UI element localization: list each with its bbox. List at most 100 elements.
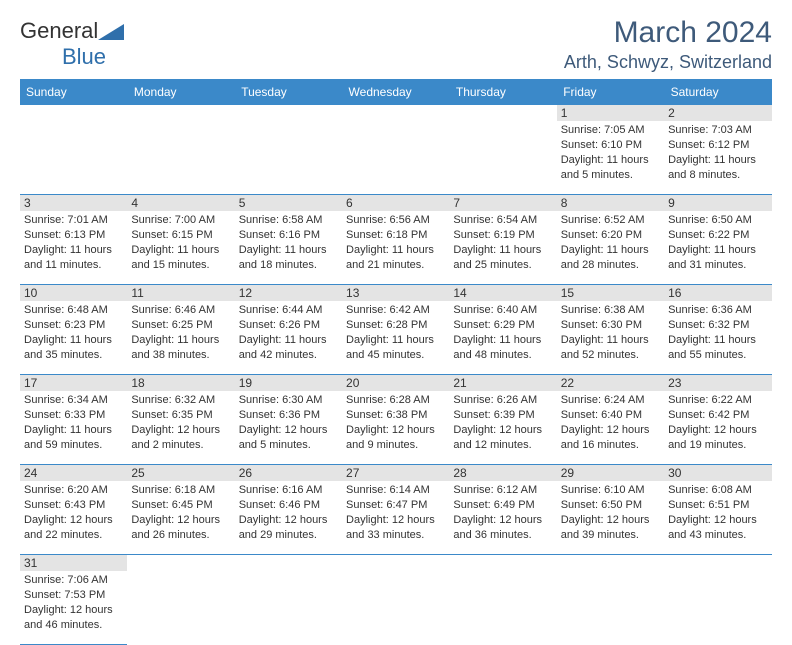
cell-ss: Sunset: 6:23 PM (24, 318, 123, 333)
day-number-row: 3456789 (20, 195, 772, 212)
cell-sr: Sunrise: 6:48 AM (24, 303, 123, 318)
cell-ss: Sunset: 6:36 PM (239, 408, 338, 423)
cell-ss: Sunset: 6:32 PM (668, 318, 767, 333)
day-cell (235, 571, 342, 645)
day-cell: Sunrise: 6:08 AMSunset: 6:51 PMDaylight:… (664, 481, 771, 555)
cell-dl1: Daylight: 11 hours (24, 423, 123, 438)
day-cell: Sunrise: 6:20 AMSunset: 6:43 PMDaylight:… (20, 481, 127, 555)
day-cell: Sunrise: 6:38 AMSunset: 6:30 PMDaylight:… (557, 301, 664, 375)
day-cell: Sunrise: 6:40 AMSunset: 6:29 PMDaylight:… (449, 301, 556, 375)
cell-dl1: Daylight: 12 hours (346, 513, 445, 528)
cell-ss: Sunset: 6:16 PM (239, 228, 338, 243)
cell-dl2: and 46 minutes. (24, 618, 123, 633)
cell-ss: Sunset: 6:38 PM (346, 408, 445, 423)
cell-sr: Sunrise: 7:00 AM (131, 213, 230, 228)
cell-ss: Sunset: 6:26 PM (239, 318, 338, 333)
cell-sr: Sunrise: 6:10 AM (561, 483, 660, 498)
cell-dl2: and 11 minutes. (24, 258, 123, 273)
cell-ss: Sunset: 6:40 PM (561, 408, 660, 423)
day-number-cell: 15 (557, 285, 664, 302)
day-number-cell: 12 (235, 285, 342, 302)
day-number-row: 12 (20, 105, 772, 121)
cell-sr: Sunrise: 6:42 AM (346, 303, 445, 318)
cell-dl1: Daylight: 11 hours (346, 333, 445, 348)
cell-sr: Sunrise: 6:50 AM (668, 213, 767, 228)
day-cell: Sunrise: 6:42 AMSunset: 6:28 PMDaylight:… (342, 301, 449, 375)
day-cell: Sunrise: 6:18 AMSunset: 6:45 PMDaylight:… (127, 481, 234, 555)
cell-ss: Sunset: 6:39 PM (453, 408, 552, 423)
day-cell: Sunrise: 7:06 AMSunset: 7:53 PMDaylight:… (20, 571, 127, 645)
day-cell (664, 571, 771, 645)
cell-dl1: Daylight: 12 hours (453, 423, 552, 438)
day-cell (127, 571, 234, 645)
cell-dl1: Daylight: 12 hours (561, 423, 660, 438)
logo-text: General Blue (20, 18, 124, 70)
cell-dl2: and 52 minutes. (561, 348, 660, 363)
cell-sr: Sunrise: 7:03 AM (668, 123, 767, 138)
day-number-cell: 3 (20, 195, 127, 212)
day-cell (449, 571, 556, 645)
day-header: Sunday (20, 79, 127, 105)
cell-sr: Sunrise: 6:12 AM (453, 483, 552, 498)
cell-ss: Sunset: 6:33 PM (24, 408, 123, 423)
logo-text-1: General (20, 18, 98, 43)
day-cell (449, 121, 556, 195)
cell-dl2: and 55 minutes. (668, 348, 767, 363)
cell-dl1: Daylight: 11 hours (561, 333, 660, 348)
cell-sr: Sunrise: 6:52 AM (561, 213, 660, 228)
cell-dl1: Daylight: 12 hours (239, 513, 338, 528)
cell-dl2: and 2 minutes. (131, 438, 230, 453)
cell-sr: Sunrise: 6:54 AM (453, 213, 552, 228)
cell-dl2: and 5 minutes. (561, 168, 660, 183)
day-number-cell (20, 105, 127, 121)
cell-dl1: Daylight: 11 hours (668, 243, 767, 258)
day-cell: Sunrise: 6:48 AMSunset: 6:23 PMDaylight:… (20, 301, 127, 375)
day-number-cell: 7 (449, 195, 556, 212)
day-number-cell: 16 (664, 285, 771, 302)
cell-dl1: Daylight: 11 hours (453, 333, 552, 348)
day-number-cell (235, 555, 342, 572)
cell-ss: Sunset: 7:53 PM (24, 588, 123, 603)
header: General Blue March 2024 Arth, Schwyz, Sw… (20, 18, 772, 73)
cell-ss: Sunset: 6:25 PM (131, 318, 230, 333)
day-number-cell (557, 555, 664, 572)
day-cell: Sunrise: 6:32 AMSunset: 6:35 PMDaylight:… (127, 391, 234, 465)
cell-dl1: Daylight: 12 hours (561, 513, 660, 528)
cell-ss: Sunset: 6:51 PM (668, 498, 767, 513)
cell-dl1: Daylight: 12 hours (131, 423, 230, 438)
cell-dl2: and 5 minutes. (239, 438, 338, 453)
cell-dl1: Daylight: 11 hours (561, 153, 660, 168)
day-cell: Sunrise: 6:12 AMSunset: 6:49 PMDaylight:… (449, 481, 556, 555)
cell-sr: Sunrise: 6:36 AM (668, 303, 767, 318)
day-number-cell (449, 105, 556, 121)
cell-dl2: and 45 minutes. (346, 348, 445, 363)
day-cell: Sunrise: 6:56 AMSunset: 6:18 PMDaylight:… (342, 211, 449, 285)
day-number-cell (342, 105, 449, 121)
day-header: Thursday (449, 79, 556, 105)
day-number-cell: 1 (557, 105, 664, 121)
cell-ss: Sunset: 6:10 PM (561, 138, 660, 153)
day-cell: Sunrise: 6:26 AMSunset: 6:39 PMDaylight:… (449, 391, 556, 465)
day-number-cell: 26 (235, 465, 342, 482)
logo: General Blue (20, 18, 124, 70)
title-block: March 2024 Arth, Schwyz, Switzerland (564, 18, 772, 73)
cell-dl1: Daylight: 11 hours (24, 243, 123, 258)
day-number-row: 24252627282930 (20, 465, 772, 482)
cell-ss: Sunset: 6:46 PM (239, 498, 338, 513)
cell-sr: Sunrise: 6:56 AM (346, 213, 445, 228)
calendar-table: Sunday Monday Tuesday Wednesday Thursday… (20, 79, 772, 645)
cell-dl2: and 9 minutes. (346, 438, 445, 453)
week-row: Sunrise: 7:06 AMSunset: 7:53 PMDaylight:… (20, 571, 772, 645)
cell-ss: Sunset: 6:30 PM (561, 318, 660, 333)
day-number-cell: 24 (20, 465, 127, 482)
cell-dl2: and 43 minutes. (668, 528, 767, 543)
day-cell: Sunrise: 6:46 AMSunset: 6:25 PMDaylight:… (127, 301, 234, 375)
day-cell: Sunrise: 7:05 AMSunset: 6:10 PMDaylight:… (557, 121, 664, 195)
day-number-cell: 25 (127, 465, 234, 482)
day-number-cell: 28 (449, 465, 556, 482)
day-header: Wednesday (342, 79, 449, 105)
cell-dl2: and 16 minutes. (561, 438, 660, 453)
cell-dl2: and 48 minutes. (453, 348, 552, 363)
day-cell: Sunrise: 6:22 AMSunset: 6:42 PMDaylight:… (664, 391, 771, 465)
cell-dl2: and 28 minutes. (561, 258, 660, 273)
